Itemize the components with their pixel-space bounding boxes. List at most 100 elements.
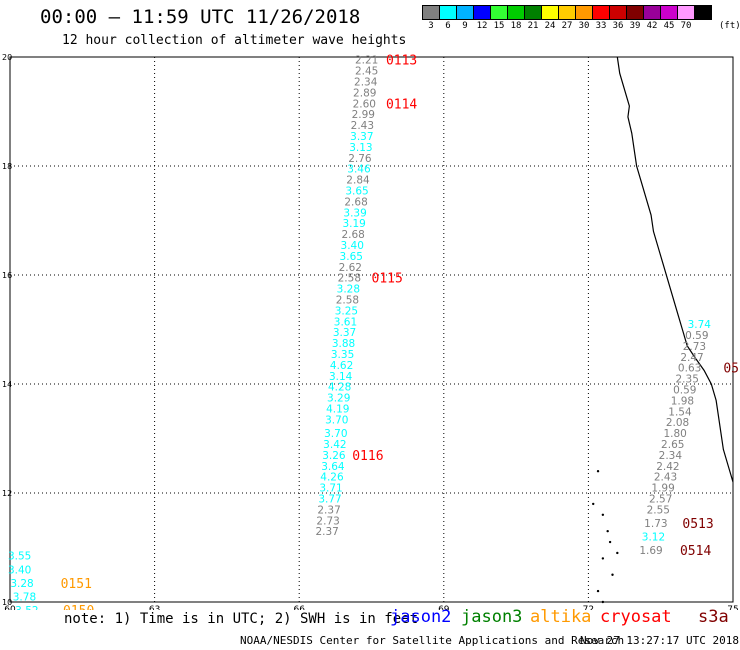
- island-mark: [616, 551, 619, 555]
- colorbar-label: 18: [510, 21, 522, 31]
- wave-height-value: 3.77: [318, 493, 341, 505]
- legend-entry-s3a: s3a: [698, 607, 729, 627]
- wave-height-value: 2.60: [353, 98, 376, 110]
- wave-height-value: 3.71: [319, 483, 342, 495]
- pass-time-label: 0513: [682, 517, 713, 532]
- x-tick-label: 69: [438, 605, 450, 610]
- colorbar-label: 70: [680, 21, 692, 31]
- colorbar-label: 15: [493, 21, 505, 31]
- wave-height-value: 2.73: [316, 515, 339, 527]
- wave-height-value: 2.57: [649, 493, 672, 505]
- island-mark: [601, 513, 605, 516]
- x-tick-label: 60: [4, 605, 16, 610]
- wave-height-value: 3.13: [349, 142, 372, 154]
- wave-height-value: 4.62: [330, 360, 353, 372]
- colorbar-label: 39: [629, 21, 641, 31]
- colorbar-bin: [694, 5, 712, 20]
- pass-time-label: 0113: [386, 54, 417, 69]
- wave-height-value: 2.34: [354, 77, 378, 89]
- legend-entry-jason3: jason3: [461, 607, 523, 627]
- wave-height-value: 2.84: [346, 175, 370, 187]
- pass-time-label: 0514: [680, 544, 711, 559]
- wave-height-value: 1.98: [671, 395, 694, 407]
- wave-height-value: 3.65: [345, 186, 368, 198]
- wave-height-value: 3.28: [337, 284, 360, 296]
- island-mark: [596, 589, 600, 593]
- wave-height-value: 3.29: [327, 393, 350, 405]
- x-tick-label: 66: [293, 605, 305, 610]
- wave-height-value: 3.74: [688, 319, 712, 331]
- wave-height-value: 3.26: [322, 450, 346, 462]
- wave-height-value: 2.58: [338, 273, 361, 285]
- wave-height-value: 3.12: [642, 532, 665, 544]
- colorbar-label: 42: [646, 21, 658, 31]
- footer-note: note: 1) Time is in UTC; 2) SWH is in fe…: [64, 611, 419, 627]
- wave-height-value: 2.65: [661, 439, 684, 451]
- wave-height-value: 3.25: [335, 305, 358, 317]
- wave-height-value: 1.54: [668, 406, 692, 418]
- pass-time-label: 0114: [386, 97, 417, 112]
- colorbar-label: 27: [561, 21, 573, 31]
- pass-time-label: 0116: [352, 449, 383, 464]
- colorbar-label: 12: [476, 21, 488, 31]
- wave-height-value: 2.43: [351, 120, 374, 132]
- colorbar-label: 9: [462, 21, 468, 31]
- wave-height-value: 2.68: [344, 196, 367, 208]
- wave-height-value: 2.68: [341, 229, 364, 241]
- wave-height-value: 3.52: [15, 605, 38, 610]
- wave-height-value: 2.42: [656, 461, 679, 473]
- wave-height-value: 2.08: [666, 417, 689, 429]
- legend-entry-altika: altika: [530, 607, 592, 627]
- wave-height-value: 3.35: [331, 349, 354, 361]
- wave-height-value: 1.73: [644, 518, 667, 530]
- y-tick-label: 14: [2, 380, 12, 389]
- wave-height-value: 4.26: [320, 472, 344, 484]
- wave-height-value: 2.37: [315, 526, 338, 538]
- wave-height-value: 3.40: [341, 240, 364, 252]
- pass-time-label: 0150: [63, 604, 94, 610]
- wave-height-value: 1.80: [663, 428, 686, 440]
- wave-height-value: 3.39: [343, 207, 366, 219]
- island-mark: [592, 502, 595, 506]
- island-mark: [596, 470, 600, 473]
- coastline: [616, 56, 734, 483]
- wave-height-value: 1.69: [639, 545, 662, 557]
- wave-height-value: 3.37: [350, 131, 373, 143]
- colorbar-label: 21: [527, 21, 539, 31]
- x-tick-label: 63: [149, 605, 160, 610]
- y-tick-label: 16: [2, 271, 12, 280]
- wave-height-value: 2.37: [317, 504, 340, 516]
- wave-height-value: 3.55: [8, 551, 31, 563]
- wave-height-value: 3.88: [332, 338, 355, 350]
- wave-height-value: 2.45: [355, 66, 378, 78]
- wave-height-value: 3.78: [13, 592, 36, 604]
- wave-height-value: 3.61: [334, 316, 357, 328]
- legend-entry-jason2: jason2: [390, 607, 452, 627]
- wave-height-value: 3.42: [323, 439, 346, 451]
- wave-height-value: 2.99: [352, 109, 375, 121]
- legend-entry-cryosat: cryosat: [600, 607, 672, 627]
- wave-height-value: 2.62: [339, 262, 362, 274]
- wave-height-value: 2.47: [680, 352, 703, 364]
- credit-text: NOAA/NESDIS Center for Satellite Applica…: [240, 634, 625, 647]
- wave-height-value: 2.89: [353, 87, 376, 99]
- wave-height-value: 2.58: [336, 295, 359, 307]
- colorbar-label: 36: [612, 21, 624, 31]
- colorbar-units: (ft): [719, 21, 740, 31]
- island-mark: [601, 557, 605, 560]
- x-tick-label: 72: [583, 605, 594, 610]
- wave-height-value: 2.34: [659, 450, 683, 462]
- island-mark: [611, 573, 614, 576]
- wave-height-value: 3.64: [321, 461, 345, 473]
- island-mark: [601, 600, 605, 604]
- x-tick-label: 75: [727, 605, 738, 610]
- wave-height-value: 3.19: [342, 218, 365, 230]
- wave-height-value: 0.63: [678, 363, 701, 375]
- wave-height-value: 0.59: [685, 330, 708, 342]
- colorbar-label: 24: [544, 21, 556, 31]
- colorbar-label: 6: [445, 21, 451, 31]
- wave-height-value: 3.14: [329, 371, 353, 383]
- wave-height-value: 4.19: [326, 404, 349, 416]
- pass-time-label: 05: [723, 362, 739, 377]
